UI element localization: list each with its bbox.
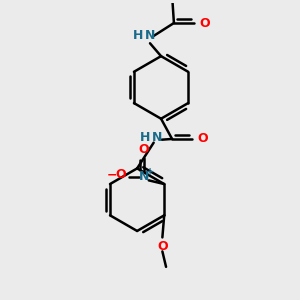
- Text: −: −: [107, 168, 117, 181]
- Text: N: N: [152, 131, 163, 144]
- Text: O: O: [139, 142, 149, 156]
- Text: N: N: [139, 170, 149, 183]
- Text: +: +: [146, 167, 154, 177]
- Text: N: N: [145, 29, 155, 42]
- Text: O: O: [199, 16, 210, 29]
- Text: O: O: [197, 133, 208, 146]
- Text: O: O: [116, 168, 126, 181]
- Text: H: H: [140, 131, 150, 144]
- Text: O: O: [157, 240, 168, 253]
- Text: H: H: [133, 29, 143, 42]
